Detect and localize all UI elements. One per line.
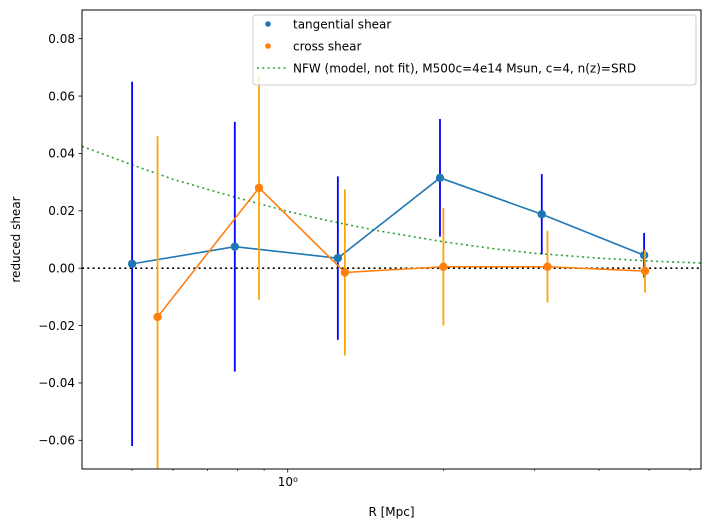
y-tick-label: 0.04 [48,147,75,161]
nfw-model-line [82,145,701,264]
cross-shear-point [254,183,264,193]
tangential-shear-point [230,242,240,251]
y-tick-label: 0.06 [48,89,75,103]
legend-label-tangential: tangential shear [293,18,391,32]
data-layer [82,75,701,469]
cross-shear-point [340,268,350,277]
legend-marker-tangential [265,21,271,27]
cross-shear-point [439,262,448,271]
x-tick-label: 10⁰ [278,475,298,489]
legend-box [252,14,697,86]
y-tick-label: 0.00 [48,261,75,275]
y-tick-label: 0.02 [48,204,75,218]
y-tick-label: −0.04 [38,376,75,390]
y-tick-label: −0.06 [38,434,75,448]
axes: −0.06 −0.04 −0.02 0.00 0.02 0.04 0.06 0.08 10⁰ [38,32,691,489]
cross-shear-point [543,262,552,271]
tangential-shear-point [127,259,137,269]
cross-shear-point [153,312,162,322]
tangential-shear-point [435,173,445,183]
tangential-shear-point [333,253,343,263]
y-tick-label: 0.08 [48,32,75,46]
legend-marker-cross [265,43,271,49]
legend-label-cross: cross shear [293,40,362,54]
cross-shear-point [640,266,650,276]
y-tick-label: −0.02 [38,319,75,333]
tangential-shear-line [131,176,645,265]
plot-frame [81,9,702,470]
legend-label-nfw: NFW (model, not fit), M500c=4e14 Msun, c… [293,62,636,76]
tangential-shear-point [537,210,546,219]
y-axis-label: reduced shear [9,196,23,282]
x-axis-label: R [Mpc] [368,505,414,519]
cross-shear-line [156,186,646,318]
legend: tangential shear cross shear NFW (model, n… [252,14,697,86]
tangential-shear-point [639,251,649,260]
